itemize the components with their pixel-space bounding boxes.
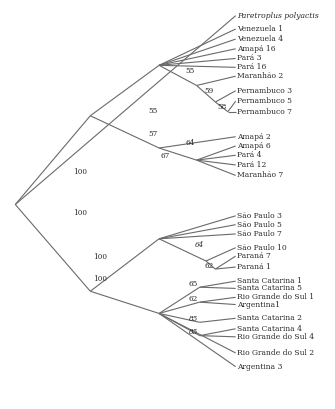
Text: Rio Grande do Sul 4: Rio Grande do Sul 4 (237, 333, 314, 341)
Text: Pernambuco 7: Pernambuco 7 (237, 108, 292, 116)
Text: Pará 4: Pará 4 (237, 151, 262, 159)
Text: 65: 65 (189, 280, 198, 288)
Text: 62: 62 (205, 262, 214, 270)
Text: Venezuela 4: Venezuela 4 (237, 35, 283, 43)
Text: Rio Grande do Sul 1: Rio Grande do Sul 1 (237, 293, 314, 301)
Text: São Paulo 7: São Paulo 7 (237, 230, 282, 238)
Text: Pará 3: Pará 3 (237, 54, 262, 63)
Text: Maranhão 2: Maranhão 2 (237, 72, 283, 80)
Text: Paretroplus polyactis: Paretroplus polyactis (237, 12, 319, 20)
Text: 62: 62 (189, 294, 198, 303)
Text: Santa Catarina 1: Santa Catarina 1 (237, 277, 302, 285)
Text: Santa Catarina 5: Santa Catarina 5 (237, 284, 302, 292)
Text: Argentina1: Argentina1 (237, 301, 280, 308)
Text: Argentina 3: Argentina 3 (237, 363, 283, 371)
Text: 55: 55 (148, 107, 157, 115)
Text: 58: 58 (217, 103, 226, 111)
Text: Pará 12: Pará 12 (237, 161, 267, 169)
Text: Pernambuco 5: Pernambuco 5 (237, 97, 292, 105)
Text: Santa Catarina 4: Santa Catarina 4 (237, 325, 302, 333)
Text: São Paulo 5: São Paulo 5 (237, 221, 282, 229)
Text: Venezuela 1: Venezuela 1 (237, 25, 283, 33)
Text: 59: 59 (205, 87, 214, 95)
Text: 100: 100 (73, 168, 87, 176)
Text: Paraná 1: Paraná 1 (237, 263, 271, 271)
Text: 57: 57 (148, 130, 157, 138)
Text: 85: 85 (189, 315, 198, 323)
Text: 85: 85 (189, 328, 198, 336)
Text: Pernambuco 3: Pernambuco 3 (237, 87, 292, 95)
Text: Amapá 16: Amapá 16 (237, 45, 276, 53)
Text: Amapá 2: Amapá 2 (237, 133, 271, 141)
Text: Santa Catarina 2: Santa Catarina 2 (237, 314, 302, 322)
Text: 100: 100 (73, 209, 87, 217)
Text: 100: 100 (93, 253, 108, 261)
Text: 55: 55 (186, 67, 195, 75)
Text: Rio Grande do Sul 2: Rio Grande do Sul 2 (237, 349, 314, 357)
Text: 64: 64 (195, 241, 204, 249)
Text: 67: 67 (161, 152, 170, 160)
Text: 100: 100 (93, 275, 108, 283)
Text: São Paulo 10: São Paulo 10 (237, 244, 287, 252)
Text: Amapá 6: Amapá 6 (237, 142, 271, 150)
Text: Maranhão 7: Maranhão 7 (237, 171, 283, 180)
Text: 64: 64 (186, 139, 195, 147)
Text: Pará 16: Pará 16 (237, 63, 267, 71)
Text: Paraná 7: Paraná 7 (237, 252, 271, 260)
Text: São Paulo 3: São Paulo 3 (237, 212, 282, 220)
